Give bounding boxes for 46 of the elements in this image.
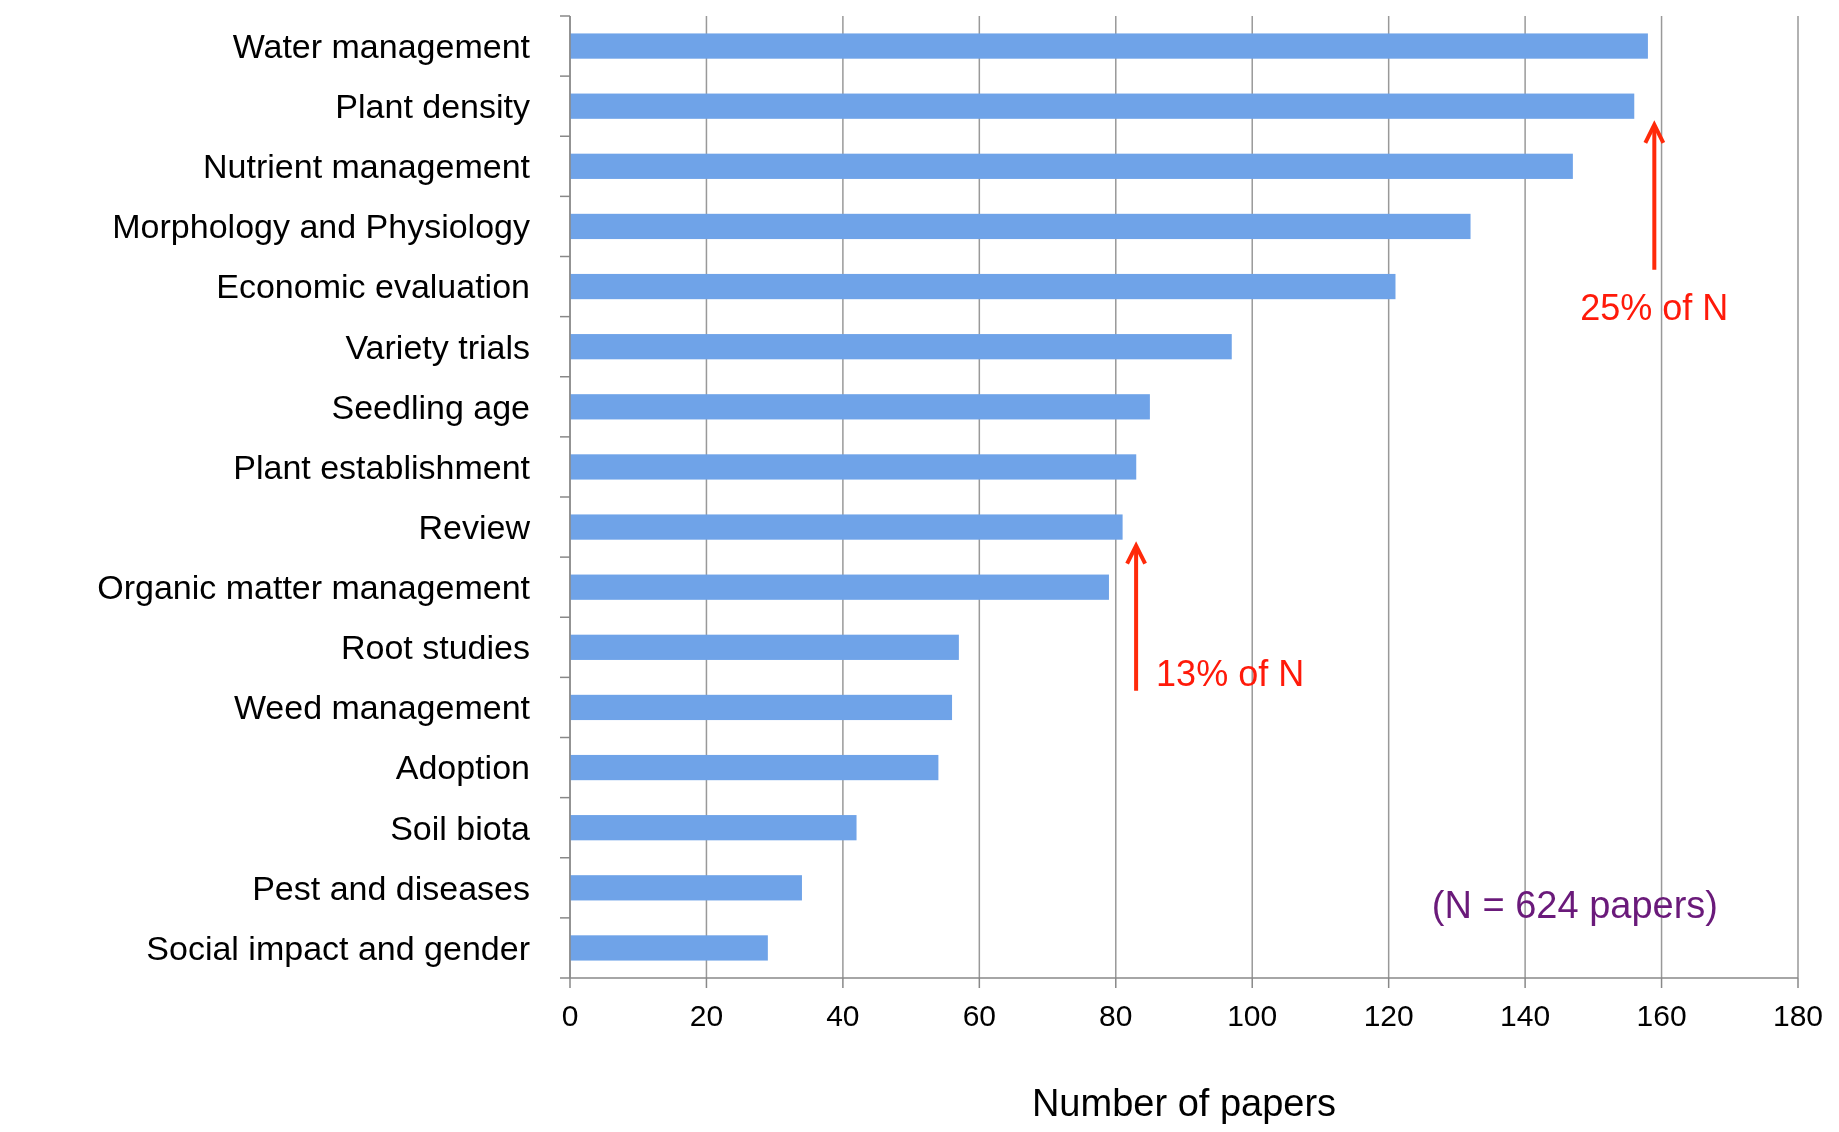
x-tick-label: 140 — [1500, 999, 1551, 1032]
bar — [570, 153, 1573, 179]
bar — [570, 694, 953, 721]
y-tick-label: Soil biota — [390, 808, 531, 847]
x-tick-label: 100 — [1227, 999, 1278, 1032]
x-tick-label: 40 — [826, 999, 860, 1032]
bar — [570, 574, 1109, 600]
y-tick-label: Adoption — [395, 748, 530, 787]
bar — [570, 213, 1471, 240]
bar — [570, 394, 1150, 420]
bar — [570, 93, 1635, 119]
y-tick-label: Economic evaluation — [216, 267, 530, 306]
y-tick-label: Plant establishment — [233, 447, 531, 486]
y-tick-label: Root studies — [341, 628, 530, 667]
y-tick-label: Plant density — [335, 87, 530, 126]
y-tick-label: Pest and diseases — [252, 868, 530, 907]
bar — [570, 634, 959, 660]
x-axis-title: Number of papers — [1031, 1082, 1337, 1124]
y-tick-label: Morphology and Physiology — [112, 207, 530, 246]
bar — [570, 514, 1123, 540]
bar — [570, 754, 939, 781]
x-tick-label: 20 — [689, 999, 724, 1032]
annotation: (N = 624 papers) — [1431, 884, 1718, 926]
bar — [570, 33, 1648, 59]
bar — [570, 935, 768, 961]
x-tick-label: 60 — [962, 999, 997, 1032]
x-tick-label: 160 — [1636, 999, 1687, 1032]
y-tick-label: Variety trials — [345, 327, 530, 366]
y-tick-label: Seedling age — [331, 387, 530, 426]
annotation: 25% of N — [1580, 286, 1729, 328]
bar — [570, 273, 1396, 300]
y-tick-label: Nutrient management — [203, 147, 531, 186]
y-tick-label: Organic matter management — [97, 568, 531, 607]
y-tick-label: Review — [418, 507, 531, 546]
y-tick-label: Weed management — [233, 688, 531, 727]
x-tick-label: 80 — [1099, 999, 1133, 1032]
bar — [570, 875, 802, 901]
bar — [570, 815, 857, 841]
x-tick-label: 120 — [1363, 999, 1414, 1032]
y-tick-label: Water management — [232, 26, 531, 65]
x-tick-label: 180 — [1772, 999, 1824, 1032]
bar — [570, 454, 1137, 480]
x-tick-label: 0 — [561, 999, 579, 1032]
bar — [570, 334, 1232, 360]
annotation: 13% of N — [1156, 652, 1305, 694]
y-tick-label: Social impact and gender — [146, 928, 530, 967]
